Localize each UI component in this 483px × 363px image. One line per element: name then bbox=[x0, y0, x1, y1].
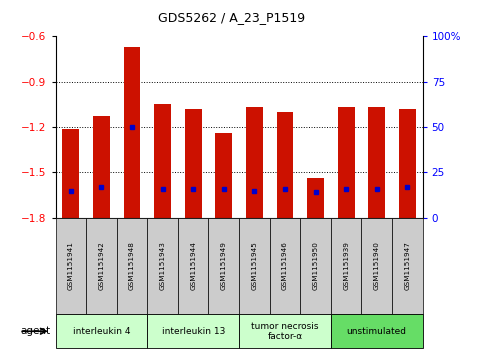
Text: agent: agent bbox=[21, 326, 51, 336]
Bar bbox=[338, 107, 355, 218]
Text: interleukin 13: interleukin 13 bbox=[161, 327, 225, 336]
Text: tumor necrosis
factor-α: tumor necrosis factor-α bbox=[251, 322, 319, 341]
Text: GSM1151944: GSM1151944 bbox=[190, 241, 196, 290]
Text: GSM1151946: GSM1151946 bbox=[282, 241, 288, 290]
Text: interleukin 4: interleukin 4 bbox=[72, 327, 130, 336]
Text: GSM1151941: GSM1151941 bbox=[68, 241, 74, 290]
Text: GSM1151940: GSM1151940 bbox=[374, 241, 380, 290]
Bar bbox=[185, 109, 201, 218]
Bar bbox=[124, 47, 141, 218]
Bar bbox=[62, 129, 79, 218]
Bar bbox=[246, 107, 263, 218]
Text: GSM1151948: GSM1151948 bbox=[129, 241, 135, 290]
Bar bbox=[154, 105, 171, 218]
Text: GSM1151947: GSM1151947 bbox=[404, 241, 411, 290]
Text: GSM1151942: GSM1151942 bbox=[99, 241, 104, 290]
Bar bbox=[307, 179, 324, 218]
Text: GSM1151945: GSM1151945 bbox=[251, 241, 257, 290]
Text: GDS5262 / A_23_P1519: GDS5262 / A_23_P1519 bbox=[158, 11, 305, 24]
Bar bbox=[369, 107, 385, 218]
Text: unstimulated: unstimulated bbox=[347, 327, 407, 336]
Text: GSM1151943: GSM1151943 bbox=[159, 241, 166, 290]
Text: GSM1151939: GSM1151939 bbox=[343, 241, 349, 290]
Text: GSM1151949: GSM1151949 bbox=[221, 241, 227, 290]
Bar bbox=[93, 117, 110, 218]
Text: GSM1151950: GSM1151950 bbox=[313, 241, 319, 290]
Bar bbox=[399, 109, 416, 218]
Bar bbox=[277, 112, 293, 218]
Bar bbox=[215, 133, 232, 218]
